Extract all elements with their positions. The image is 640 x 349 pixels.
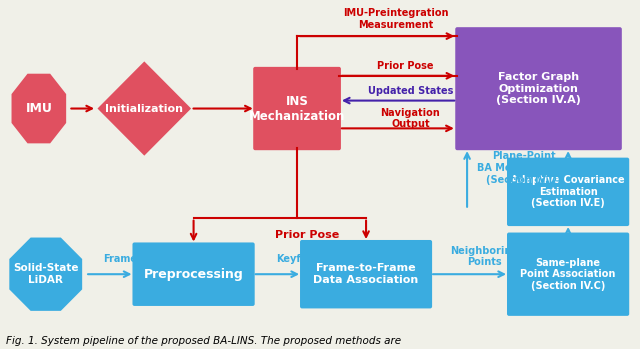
Text: Same-plane
Point Association
(Section IV.C): Same-plane Point Association (Section IV… <box>520 258 616 291</box>
Text: Navigation
Output: Navigation Output <box>381 107 440 129</box>
Text: Plane-Point
BA Measurement
(Section IV.D): Plane-Point BA Measurement (Section IV.D… <box>477 151 570 185</box>
Text: Updated States: Updated States <box>368 86 453 96</box>
FancyBboxPatch shape <box>300 240 432 309</box>
Text: Keyframe: Keyframe <box>276 254 328 264</box>
Text: IMU-Preintegration
Measurement: IMU-Preintegration Measurement <box>343 8 449 30</box>
Text: Frame: Frame <box>102 254 137 264</box>
Polygon shape <box>97 61 191 156</box>
Text: Initialization: Initialization <box>106 104 183 113</box>
FancyBboxPatch shape <box>507 232 629 316</box>
Text: IMU: IMU <box>26 102 52 115</box>
Text: Prior Pose: Prior Pose <box>275 230 339 239</box>
Text: Neighboring
Points: Neighboring Points <box>450 246 518 267</box>
Text: INS
Mechanization: INS Mechanization <box>249 95 345 122</box>
FancyBboxPatch shape <box>253 67 341 150</box>
FancyBboxPatch shape <box>455 27 622 150</box>
FancyBboxPatch shape <box>507 158 629 226</box>
FancyBboxPatch shape <box>132 243 255 306</box>
Text: Adaptive Covariance
Estimation
(Section IV.E): Adaptive Covariance Estimation (Section … <box>511 175 625 208</box>
Text: Frame-to-Frame
Data Association: Frame-to-Frame Data Association <box>314 263 419 285</box>
Text: Solid-State
LiDAR: Solid-State LiDAR <box>13 263 79 285</box>
Text: Prior Pose: Prior Pose <box>377 61 434 71</box>
Text: Fig. 1. System pipeline of the proposed BA-LINS. The proposed methods are: Fig. 1. System pipeline of the proposed … <box>6 336 401 346</box>
Text: Factor Graph
Optimization
(Section IV.A): Factor Graph Optimization (Section IV.A) <box>496 72 581 105</box>
Polygon shape <box>12 74 66 143</box>
Text: Preprocessing: Preprocessing <box>144 268 243 281</box>
Polygon shape <box>10 238 82 311</box>
